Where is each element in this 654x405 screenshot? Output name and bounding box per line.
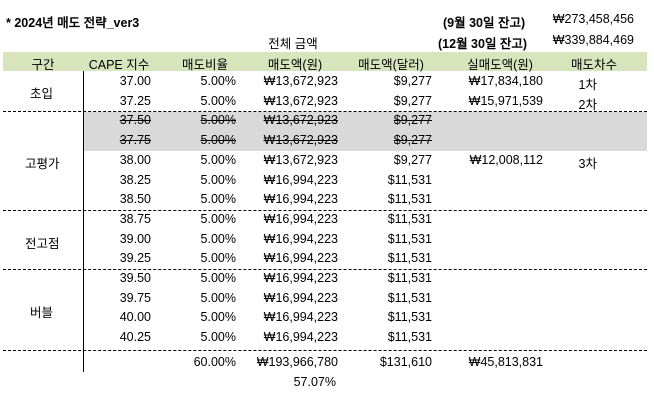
cell-cape: 40.00 (119, 310, 151, 325)
column-divider (83, 71, 84, 372)
cell-usd: $11,531 (387, 330, 432, 345)
cell-krw: ₩16,994,223 (263, 310, 338, 325)
cell-usd: $11,531 (387, 211, 432, 226)
header-cape: CAPE 지수 (88, 58, 150, 72)
cell-cape: 37.75 (119, 133, 151, 148)
total-krw: ₩193,966,780 (256, 355, 338, 369)
cell-cape: 39.50 (119, 271, 151, 285)
cell-krw: ₩16,994,223 (263, 211, 338, 226)
cell-cape: 39.75 (119, 290, 151, 305)
cell-round: 2차 (578, 97, 597, 112)
header-actual: 실매도액(원) (467, 58, 533, 72)
cell-krw: ₩13,672,923 (263, 133, 338, 148)
cell-ratio: 5.00% (200, 211, 236, 226)
section-name-entry: 초입 (30, 87, 54, 101)
cell-usd: $11,531 (387, 192, 432, 207)
cell-ratio: 5.00% (200, 172, 236, 187)
cell-krw: ₩16,994,223 (263, 231, 338, 246)
cell-krw: ₩16,994,223 (263, 330, 338, 345)
cell-ratio: 5.00% (200, 310, 236, 325)
total-usd: $131,610 (379, 355, 432, 369)
cell-ratio: 5.00% (200, 290, 236, 305)
cell-usd: $11,531 (387, 231, 432, 246)
header-section: 구간 (31, 58, 55, 72)
header-row (3, 52, 647, 71)
cell-ratio: 5.00% (200, 113, 236, 128)
cell-usd: $11,531 (387, 310, 432, 325)
cell-krw: ₩16,994,223 (263, 192, 338, 207)
cell-krw: ₩13,672,923 (263, 93, 338, 108)
header-usd: 매도액(달러) (358, 58, 424, 72)
cell-usd: $9,277 (393, 133, 432, 148)
cell-usd: $11,531 (387, 271, 432, 285)
section-divider (3, 269, 647, 270)
cell-krw: ₩16,994,223 (263, 271, 338, 285)
cell-ratio: 5.00% (200, 271, 236, 285)
cell-cape: 38.75 (119, 211, 151, 226)
total-percent: 57.07% (293, 375, 336, 389)
cell-krw: ₩13,672,923 (263, 152, 338, 167)
cell-ratio: 5.00% (200, 74, 236, 88)
cancelled-rows-highlight (83, 112, 647, 151)
cell-krw: ₩13,672,923 (263, 74, 338, 88)
cell-cape: 39.25 (119, 251, 151, 266)
cell-ratio: 5.00% (200, 231, 236, 246)
cell-usd: $11,531 (387, 172, 432, 187)
cell-cape: 37.00 (119, 74, 151, 88)
cell-cape: 38.00 (119, 152, 151, 167)
header-round: 매도차수 (570, 58, 617, 72)
total-actual: ₩45,813,831 (468, 355, 543, 369)
cell-usd: $11,531 (387, 290, 432, 305)
cell-usd: $9,277 (393, 113, 432, 128)
header-krw: 매도액(원) (267, 58, 323, 72)
cell-ratio: 5.00% (200, 152, 236, 167)
cell-krw: ₩16,994,223 (263, 290, 338, 305)
cell-cape: 38.50 (119, 192, 151, 207)
balance-dec-value: ₩339,884,469 (552, 33, 634, 47)
cell-actual: ₩17,834,180 (468, 74, 543, 88)
total-amount-label: 전체 금액 (268, 37, 318, 51)
cell-ratio: 5.00% (200, 192, 236, 207)
cell-ratio: 5.00% (200, 93, 236, 108)
cell-actual: ₩12,008,112 (469, 152, 543, 167)
cell-cape: 40.25 (119, 330, 151, 345)
section-name-prev-high: 전고점 (25, 237, 60, 251)
section-divider (3, 111, 647, 112)
cell-usd: $9,277 (393, 152, 432, 167)
section-divider (3, 210, 647, 211)
cell-cape: 37.50 (119, 113, 151, 128)
cell-usd: $9,277 (393, 93, 432, 108)
cell-ratio: 5.00% (200, 251, 236, 266)
section-divider (3, 350, 647, 351)
cell-round: 3차 (578, 156, 597, 171)
cell-usd: $9,277 (393, 74, 432, 88)
header-ratio: 매도비율 (181, 58, 228, 72)
cell-ratio: 5.00% (200, 330, 236, 345)
total-ratio: 60.00% (193, 355, 236, 369)
section-name-overvalued: 고평가 (25, 157, 60, 171)
cell-cape: 37.25 (119, 93, 151, 108)
cell-cape: 38.25 (119, 172, 151, 187)
sheet-title: * 2024년 매도 전략_ver3 (6, 16, 140, 30)
cell-usd: $11,531 (387, 251, 432, 266)
balance-dec-label: (12월 30일 잔고) (438, 37, 528, 51)
cell-round: 1차 (578, 78, 597, 92)
cell-krw: ₩16,994,223 (263, 172, 338, 187)
balance-sep-label: (9월 30일 잔고) (443, 16, 526, 30)
cell-krw: ₩16,994,223 (263, 251, 338, 266)
cell-ratio: 5.00% (200, 133, 236, 148)
balance-sep-value: ₩273,458,456 (552, 12, 634, 26)
cell-krw: ₩13,672,923 (263, 113, 338, 128)
section-name-bubble: 버블 (30, 306, 54, 320)
cell-actual: ₩15,971,539 (468, 93, 543, 108)
cell-cape: 39.00 (119, 231, 151, 246)
